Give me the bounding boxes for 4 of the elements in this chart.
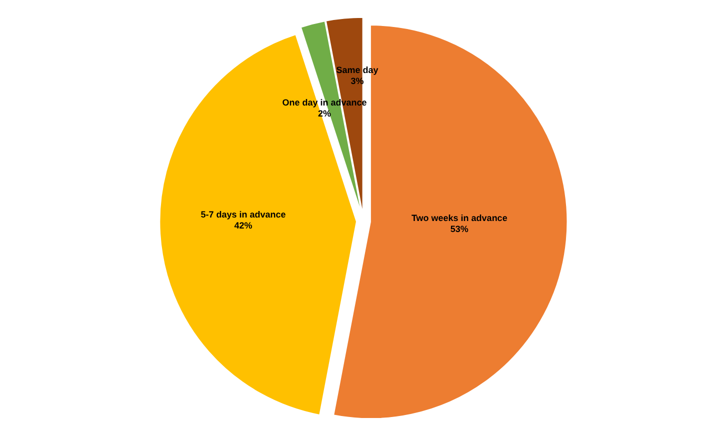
data-label: 53% xyxy=(450,224,468,234)
slice-label: Two weeks in advance xyxy=(411,212,508,223)
slice-label: 5-7 days in advance xyxy=(200,210,286,220)
data-label: 42% xyxy=(234,220,252,231)
